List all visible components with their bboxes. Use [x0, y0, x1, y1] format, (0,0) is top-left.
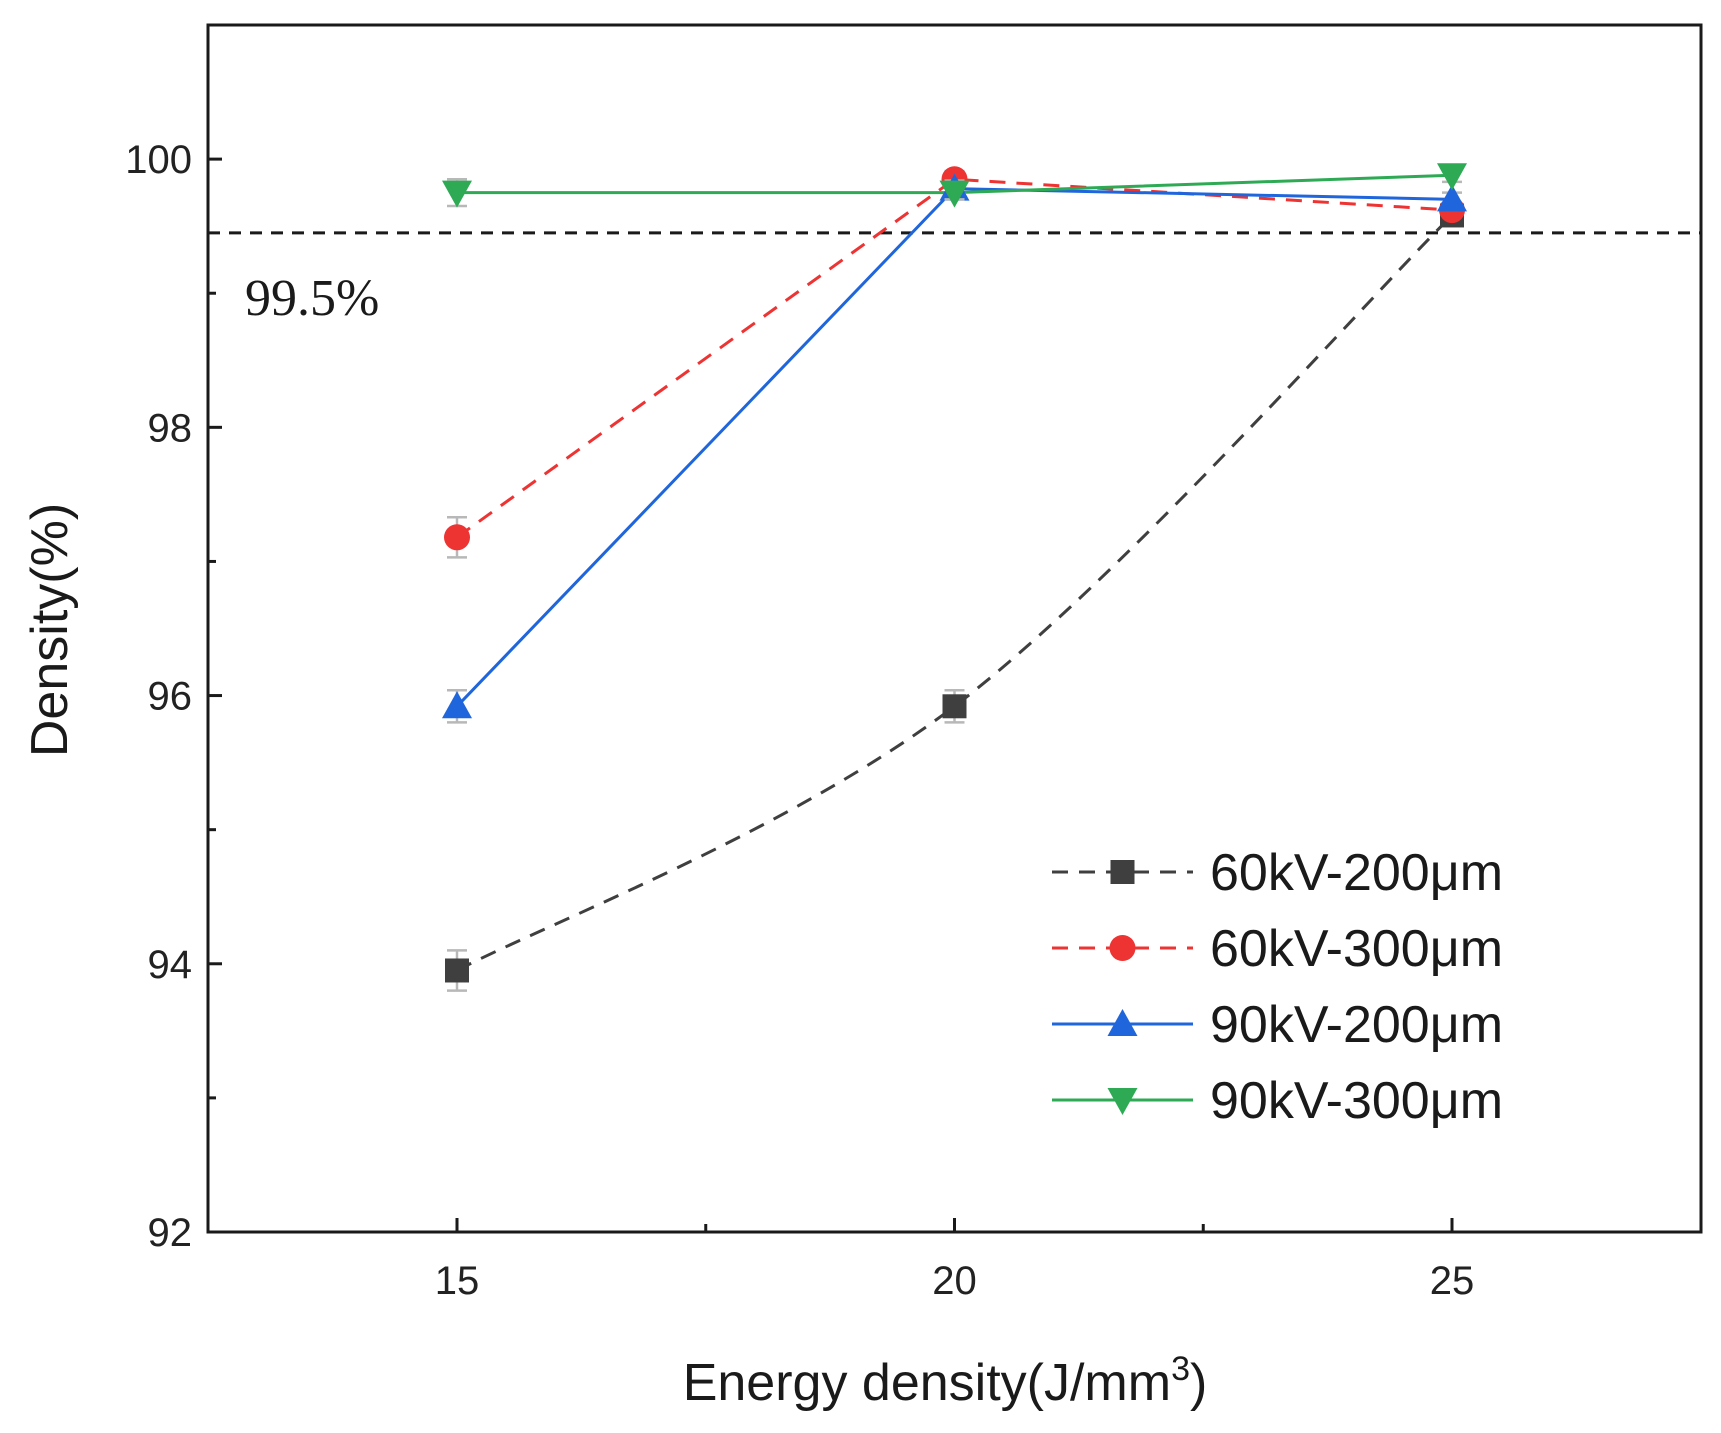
legend-label-60kv-300um: 60kV-300μm	[1210, 920, 1503, 978]
reference-line-label: 99.5%	[245, 270, 379, 327]
data-point-90kv-200um-25	[1437, 184, 1467, 212]
y-tick-label-94: 94	[148, 943, 193, 987]
x-tick-label-25: 25	[1430, 1259, 1475, 1303]
data-point-90kv-300um-25	[1437, 163, 1467, 191]
y-tick-label-100: 100	[125, 138, 192, 182]
data-point-60kv-200um-15	[445, 958, 469, 983]
data-point-60kv-200um-20	[942, 694, 967, 719]
axes-layer: 92 94 96 98 100 15 20 25	[125, 23, 1703, 1303]
x-axis-title-suffix: )	[1190, 1354, 1207, 1412]
legend-marker-60kv-200um	[1110, 860, 1135, 884]
y-tick-label-92: 92	[148, 1211, 193, 1255]
y-tick-label-98: 98	[148, 406, 193, 450]
legend-marker-90kv-200um	[1107, 1009, 1138, 1036]
series-line-60kv-300um	[456, 177, 1453, 539]
y-axis-title: Density(%)	[21, 503, 79, 757]
data-point-90kv-300um-15	[442, 180, 472, 208]
legend-marker-90kv-300um	[1107, 1088, 1138, 1115]
data-point-90kv-200um-15	[442, 691, 472, 719]
x-tick-label-15: 15	[435, 1259, 480, 1303]
data-point-90kv-300um-20	[939, 180, 970, 208]
x-axis-title: Energy density(J/mm3)	[683, 1350, 1208, 1412]
x-axis-title-main: Energy density(J/mm	[683, 1354, 1171, 1412]
y-tick-label-96: 96	[148, 675, 193, 719]
legend-label-90kv-300um: 90kV-300μm	[1210, 1072, 1503, 1130]
legend-label-90kv-200um: 90kV-200μm	[1210, 996, 1503, 1054]
x-tick-label-20: 20	[932, 1259, 977, 1303]
legend-label-60kv-200um: 60kV-200μm	[1210, 844, 1503, 902]
legend: 60kV-200μm 60kV-300μm 90kV-200μm 90kV-300μm	[1052, 844, 1503, 1130]
x-axis-title-superscript: 3	[1171, 1350, 1190, 1388]
series-markers-layer	[442, 163, 1467, 992]
legend-marker-60kv-300um	[1109, 935, 1136, 961]
data-point-60kv-300um-15	[444, 524, 470, 551]
